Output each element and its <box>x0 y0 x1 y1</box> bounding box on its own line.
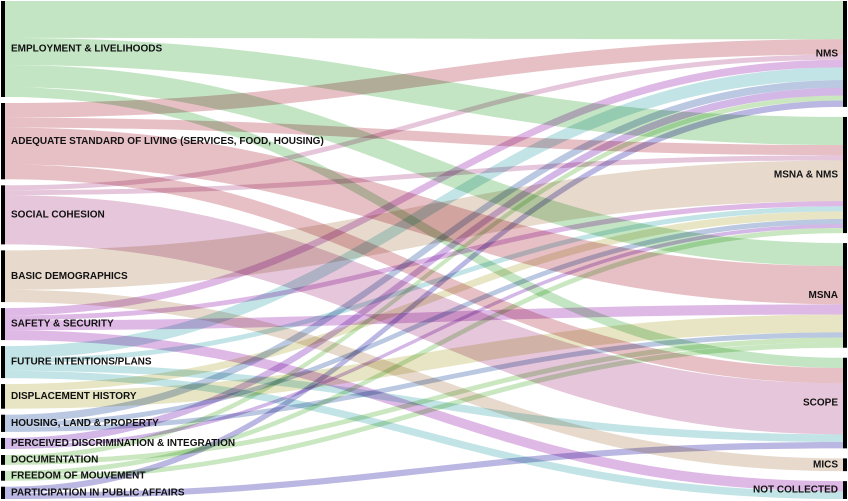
target-label-msna-nms: MSNA & NMS <box>774 170 838 181</box>
flow-employment-livelihoods-to-msna-nms <box>5 37 843 146</box>
flow-displacement-history-to-msna <box>5 314 843 409</box>
source-label-adequate-standard-of-living-services-food-housing: ADEQUATE STANDARD OF LIVING (SERVICES, F… <box>11 136 324 147</box>
source-label-future-intentions-plans: FUTURE INTENTIONS/PLANS <box>11 357 152 368</box>
source-label-employment-livelihoods: EMPLOYMENT & LIVELIHOODS <box>11 44 162 55</box>
flow-social-cohesion-to-nms <box>5 54 843 191</box>
flow-adequate-standard-of-living-services-food-housing-to-nms <box>5 39 843 118</box>
source-node-adequate-standard-of-living-services-food-housing <box>1 103 5 180</box>
source-node-basic-demographics <box>1 250 5 303</box>
flow-adequate-standard-of-living-services-food-housing-to-msna-nms <box>5 117 843 156</box>
flow-documentation-to-nms <box>5 95 843 460</box>
links-layer <box>5 1 843 499</box>
flow-freedom-of-mouvement-to-msna-nms <box>5 227 843 476</box>
flow-housing-land-property-to-nms <box>5 80 843 423</box>
flow-future-intentions-plans-to-not-collected <box>5 370 843 499</box>
flow-safety-security-to-msna-nms <box>5 201 843 321</box>
source-node-social-cohesion <box>1 185 5 245</box>
flow-future-intentions-plans-to-nms <box>5 67 843 359</box>
flow-housing-land-property-to-msna <box>5 332 843 432</box>
source-label-perceived-discrimination-integration: PERCEIVED DISCRIMINATION & INTEGRATION <box>11 438 235 449</box>
source-node-safety-security <box>1 308 5 341</box>
source-node-perceived-discrimination-integration <box>1 437 5 449</box>
flow-employment-livelihoods-to-nms <box>5 1 843 40</box>
source-node-employment-livelihoods <box>1 1 5 97</box>
flow-participation-in-public-affairs-to-nms <box>5 100 843 493</box>
source-node-freedom-of-mouvement <box>1 470 5 481</box>
flow-housing-land-property-to-msna-nms <box>5 219 843 427</box>
source-label-documentation: DOCUMENTATION <box>11 455 98 466</box>
flow-freedom-of-mouvement-to-msna <box>5 342 843 481</box>
source-node-housing-land-property <box>1 414 5 432</box>
source-node-participation-in-public-affairs <box>1 486 5 499</box>
source-label-displacement-history: DISPLACEMENT HISTORY <box>11 391 137 402</box>
target-node-nms <box>843 1 847 107</box>
target-label-msna: MSNA <box>809 290 838 301</box>
labels-layer: EMPLOYMENT & LIVELIHOODS ADEQUATE STANDAR… <box>11 44 838 499</box>
flow-employment-livelihoods-to-msna <box>5 65 843 267</box>
flow-participation-in-public-affairs-to-scope <box>5 441 843 499</box>
flow-social-cohesion-to-msna-nms <box>5 155 843 196</box>
source-node-displacement-history <box>1 384 5 409</box>
target-node-scope <box>843 357 847 449</box>
flow-displacement-history-to-msna-nms <box>5 211 843 392</box>
flow-documentation-to-msna <box>5 337 843 465</box>
flow-perceived-discrimination-integration-to-nms <box>5 87 843 446</box>
target-node-msna-nms <box>843 116 847 234</box>
source-label-participation-in-public-affairs: PARTICIPATION IN PUBLIC AFFAIRS <box>11 487 185 498</box>
source-label-safety-security: SAFETY & SECURITY <box>11 319 114 330</box>
flow-future-intentions-plans-to-msna-nms <box>5 206 843 364</box>
source-node-documentation <box>1 455 5 465</box>
source-label-social-cohesion: SOCIAL COHESION <box>11 209 105 220</box>
target-node-mics <box>843 458 847 472</box>
source-label-basic-demographics: BASIC DEMOGRAPHICS <box>11 271 128 282</box>
source-node-future-intentions-plans <box>1 346 5 379</box>
flow-adequate-standard-of-living-services-food-housing-to-scope <box>5 164 843 384</box>
flow-perceived-discrimination-integration-to-msna-nms <box>5 224 843 449</box>
target-label-not-collected: NOT COLLECTED <box>753 485 838 496</box>
target-node-not-collected <box>843 481 847 499</box>
flow-basic-demographics-to-msna-nms <box>5 160 843 290</box>
source-label-freedom-of-mouvement: FREEDOM OF MOUVEMENT <box>11 470 145 481</box>
target-label-nms: NMS <box>816 49 839 60</box>
target-node-msna <box>843 243 847 348</box>
target-label-mics: MICS <box>813 459 838 470</box>
flow-safety-security-to-nms <box>5 59 843 316</box>
target-label-scope: SCOPE <box>803 398 838 409</box>
source-label-housing-land-property: HOUSING, LAND & PROPERTY <box>11 418 159 429</box>
